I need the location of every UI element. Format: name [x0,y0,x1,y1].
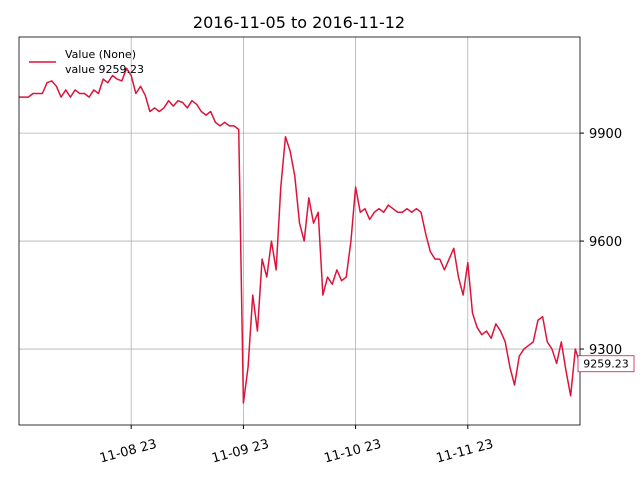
line-series [19,67,581,404]
annotation: 9259.23 [583,358,629,371]
y-tick-label: 9300 [589,343,622,358]
plot-frame [18,36,581,426]
annotation-box [577,355,635,373]
y-tick-label: 9600 [589,235,622,250]
legend-note: value 9259.23 [65,63,144,76]
chart-title: 2016-11-05 to 2016-11-12 [193,13,405,32]
legend-label: Value (None) [65,48,136,61]
y-tick-label: 9900 [589,127,622,142]
